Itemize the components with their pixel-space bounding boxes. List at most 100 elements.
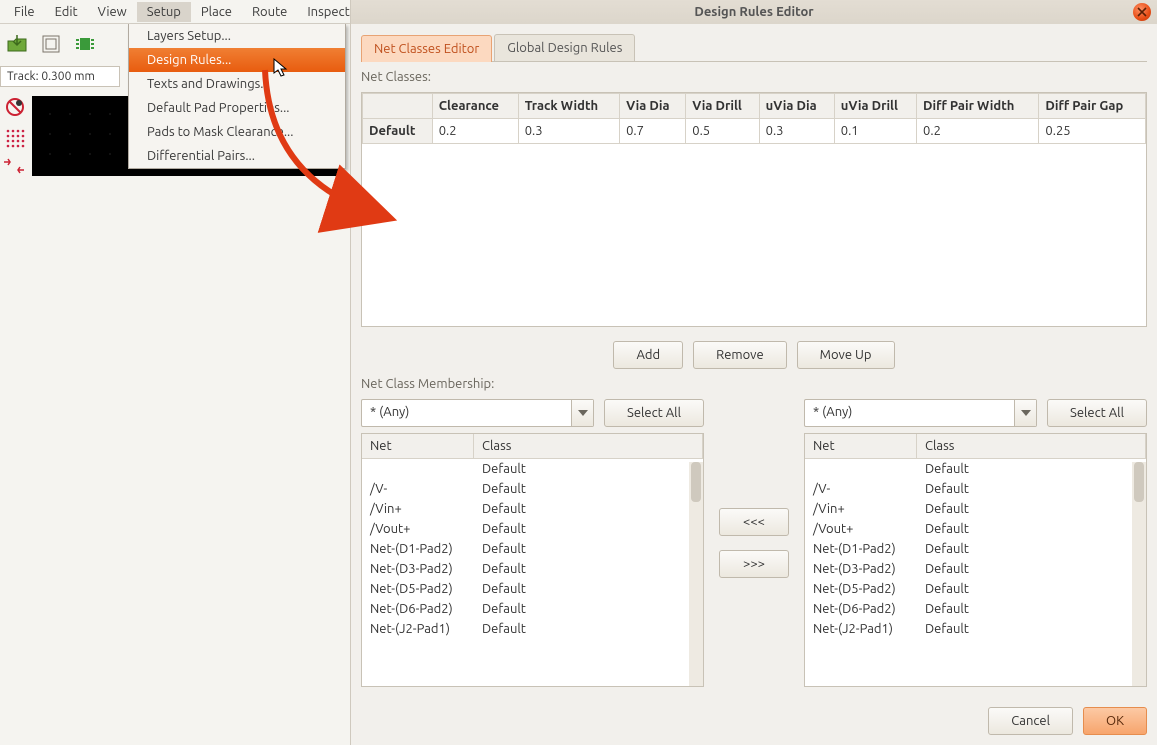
menu-file[interactable]: File <box>4 2 45 22</box>
table-header: uVia Drill <box>834 94 916 119</box>
table-header: Diff Pair Width <box>917 94 1039 119</box>
tab-net-classes-editor[interactable]: Net Classes Editor <box>361 35 492 62</box>
list-item[interactable]: Net-(D5-Pad2)Default <box>805 579 1146 599</box>
table-cell[interactable]: 0.5 <box>686 119 759 144</box>
list-item[interactable]: /Vin+Default <box>362 499 703 519</box>
list-cell: Net-(D1-Pad2) <box>805 539 917 559</box>
list-cell: Default <box>917 599 1146 619</box>
list-cell: /Vin+ <box>805 499 917 519</box>
chevron-down-icon <box>571 400 593 426</box>
list-cell: /V- <box>362 479 474 499</box>
list-item[interactable]: Net-(D5-Pad2)Default <box>362 579 703 599</box>
menu-place[interactable]: Place <box>191 2 242 22</box>
add-button[interactable]: Add <box>613 341 683 369</box>
list-cell: Default <box>474 459 703 479</box>
list-cell <box>362 459 474 479</box>
scrollbar[interactable] <box>689 462 703 686</box>
table-header: Track Width <box>518 94 619 119</box>
transfer-buttons: <<< >>> <box>714 399 794 687</box>
menu-view[interactable]: View <box>88 2 137 22</box>
list-cell: Default <box>474 559 703 579</box>
grid-icon[interactable] <box>4 127 26 152</box>
mouse-cursor-icon <box>273 58 289 78</box>
list-item[interactable]: Net-(D6-Pad2)Default <box>805 599 1146 619</box>
net-classes-table[interactable]: ClearanceTrack WidthVia DiaVia DrilluVia… <box>361 92 1147 327</box>
right-net-list[interactable]: Net Class Default/V-Default/Vin+Default/… <box>804 433 1147 687</box>
left-select-all-button[interactable]: Select All <box>604 399 704 427</box>
list-cell: Net-(D6-Pad2) <box>805 599 917 619</box>
ok-button[interactable]: OK <box>1083 707 1147 735</box>
list-item[interactable]: Net-(J2-Pad1)Default <box>805 619 1146 639</box>
menu-route[interactable]: Route <box>242 2 297 22</box>
dialog-tabs: Net Classes EditorGlobal Design Rules <box>361 34 1147 62</box>
table-header: Diff Pair Gap <box>1039 94 1146 119</box>
membership-right-column: * (Any) Select All Net Class Default/V-D… <box>804 399 1147 687</box>
list-cell: Default <box>917 619 1146 639</box>
list-cell: Default <box>474 599 703 619</box>
tab-global-design-rules[interactable]: Global Design Rules <box>494 34 635 61</box>
list-cell: /Vout+ <box>362 519 474 539</box>
list-item[interactable]: Net-(D3-Pad2)Default <box>805 559 1146 579</box>
combo-value: * (Any) <box>362 400 571 426</box>
move-left-button[interactable]: <<< <box>719 508 789 536</box>
scrollbar-thumb[interactable] <box>1134 462 1144 502</box>
dialog-titlebar: Design Rules Editor <box>351 0 1157 24</box>
remove-button[interactable]: Remove <box>693 341 787 369</box>
open-icon[interactable] <box>4 31 30 57</box>
list-cell: Net-(D6-Pad2) <box>362 599 474 619</box>
list-item[interactable]: Default <box>805 459 1146 479</box>
left-filter-combo[interactable]: * (Any) <box>361 399 594 427</box>
list-item[interactable]: /Vout+Default <box>805 519 1146 539</box>
table-cell[interactable]: 0.7 <box>620 119 686 144</box>
menu-edit[interactable]: Edit <box>45 2 88 22</box>
move-right-button[interactable]: >>> <box>719 550 789 578</box>
list-item[interactable]: Net-(J2-Pad1)Default <box>362 619 703 639</box>
table-header: uVia Dia <box>759 94 834 119</box>
setup-dropdown-menu: Layers Setup...Design Rules...Texts and … <box>128 24 346 169</box>
menu-setup[interactable]: Setup <box>137 2 191 22</box>
table-cell[interactable]: 0.1 <box>834 119 916 144</box>
membership-section: * (Any) Select All Net Class Default/V-D… <box>361 399 1147 687</box>
membership-label: Net Class Membership: <box>361 377 1147 391</box>
cancel-button[interactable]: Cancel <box>988 707 1073 735</box>
list-item[interactable]: /V-Default <box>362 479 703 499</box>
footprint-icon[interactable] <box>72 31 98 57</box>
table-header: Via Dia <box>620 94 686 119</box>
scrollbar-thumb[interactable] <box>691 462 701 502</box>
right-filter-combo[interactable]: * (Any) <box>804 399 1037 427</box>
right-select-all-button[interactable]: Select All <box>1047 399 1147 427</box>
list-item[interactable]: /Vin+Default <box>805 499 1146 519</box>
table-cell[interactable]: 0.2 <box>432 119 518 144</box>
list-cell: Default <box>917 559 1146 579</box>
list-item[interactable]: Net-(D3-Pad2)Default <box>362 559 703 579</box>
net-classes-buttons: Add Remove Move Up <box>361 341 1147 369</box>
dropdown-item[interactable]: Layers Setup... <box>129 24 345 48</box>
scrollbar[interactable] <box>1132 462 1146 686</box>
dropdown-item[interactable]: Design Rules... <box>129 48 345 72</box>
list-item[interactable]: Default <box>362 459 703 479</box>
list-header-class: Class <box>474 434 703 458</box>
arrows-icon[interactable] <box>4 158 26 177</box>
drc-icon[interactable] <box>4 96 26 121</box>
board-icon[interactable] <box>38 31 64 57</box>
list-item[interactable]: /V-Default <box>805 479 1146 499</box>
track-width-indicator[interactable]: Track: 0.300 mm <box>0 66 120 87</box>
list-item[interactable]: Net-(D1-Pad2)Default <box>805 539 1146 559</box>
dropdown-item[interactable]: Default Pad Properties... <box>129 96 345 120</box>
table-cell[interactable]: 0.25 <box>1039 119 1146 144</box>
list-cell <box>805 459 917 479</box>
dropdown-item[interactable]: Differential Pairs... <box>129 144 345 168</box>
dropdown-item[interactable]: Texts and Drawings... <box>129 72 345 96</box>
table-cell[interactable]: 0.3 <box>759 119 834 144</box>
close-icon[interactable] <box>1133 3 1151 21</box>
table-cell[interactable]: 0.3 <box>518 119 619 144</box>
list-item[interactable]: Net-(D6-Pad2)Default <box>362 599 703 619</box>
left-net-list[interactable]: Net Class Default/V-Default/Vin+Default/… <box>361 433 704 687</box>
list-item[interactable]: Net-(D1-Pad2)Default <box>362 539 703 559</box>
list-item[interactable]: /Vout+Default <box>362 519 703 539</box>
dropdown-item[interactable]: Pads to Mask Clearance... <box>129 120 345 144</box>
table-cell[interactable]: 0.2 <box>917 119 1039 144</box>
move-up-button[interactable]: Move Up <box>797 341 895 369</box>
table-row-name[interactable]: Default <box>363 119 433 144</box>
list-cell: /V- <box>805 479 917 499</box>
